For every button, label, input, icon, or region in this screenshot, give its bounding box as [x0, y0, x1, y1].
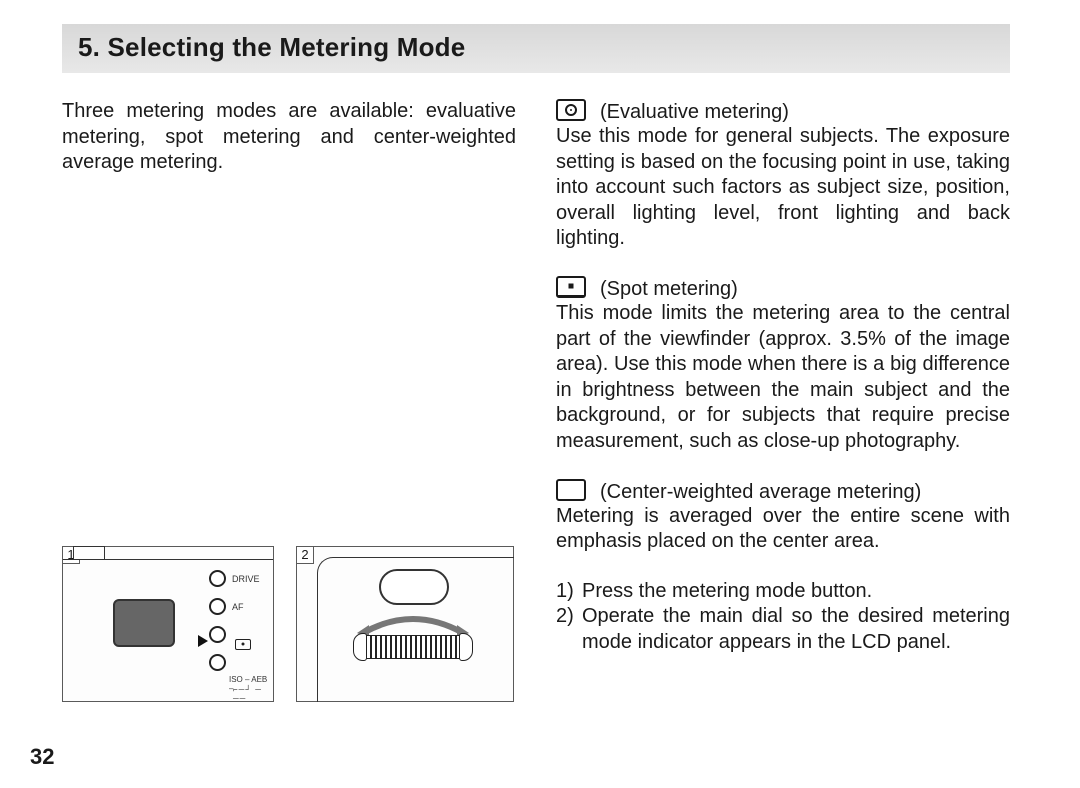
- button-iso-row: [209, 649, 269, 677]
- steps-list: 1) Press the metering mode button. 2) Op…: [556, 579, 1010, 656]
- center-weighted-metering-icon: [556, 479, 586, 501]
- right-column: (Evaluative metering) Use this mode for …: [556, 99, 1010, 702]
- page-number: 32: [30, 744, 54, 770]
- metering-mini-icon: [235, 639, 251, 650]
- mode-center-desc: Metering is averaged over the entire sce…: [556, 504, 1010, 555]
- mode-spot-label: (Spot metering): [600, 278, 738, 300]
- evaluative-metering-icon: [556, 99, 586, 121]
- step-2-text: Operate the main dial so the desired met…: [582, 604, 1010, 655]
- section-title: 5. Selecting the Metering Mode: [78, 32, 994, 63]
- button-circle-icon: [209, 626, 226, 643]
- button-column: DRIVE AF: [209, 565, 269, 677]
- dial-cap-left: [353, 633, 367, 661]
- diagram-2: 2: [296, 546, 514, 702]
- mode-center: (Center-weighted average metering) Meter…: [556, 479, 1010, 555]
- button-circle-icon: [209, 654, 226, 671]
- mode-evaluative-desc: Use this mode for general subjects. The …: [556, 124, 1010, 252]
- button-label-drive: DRIVE: [232, 574, 260, 584]
- diagram-2-badge: 2: [296, 546, 314, 564]
- step-2-number: 2): [556, 604, 582, 655]
- button-circle-icon: [209, 598, 226, 615]
- intro-paragraph: Three metering modes are available: eval…: [62, 99, 516, 176]
- mode-spot-desc: This mode limits the metering area to th…: [556, 301, 1010, 455]
- left-column: Three metering modes are available: eval…: [62, 99, 516, 702]
- button-circle-icon: [209, 570, 226, 587]
- main-dial-shape: [359, 629, 467, 665]
- mode-evaluative: (Evaluative metering) Use this mode for …: [556, 99, 1010, 252]
- hotshoe-shape: [73, 546, 105, 560]
- lcd-panel-shape: [113, 599, 175, 647]
- button-label-af: AF: [232, 602, 244, 612]
- content-columns: Three metering modes are available: eval…: [62, 99, 1010, 702]
- dial-cap-right: [459, 633, 473, 661]
- diagram-1: 1 DRIVE AF: [62, 546, 274, 702]
- pointer-arrow-icon: [198, 635, 208, 647]
- mode-center-label: (Center-weighted average metering): [600, 481, 921, 503]
- spot-metering-icon: [556, 276, 586, 298]
- button-drive-row: DRIVE: [209, 565, 269, 593]
- dial-knurl: [359, 635, 467, 659]
- mode-evaluative-label: (Evaluative metering): [600, 101, 789, 123]
- diagram-row: 1 DRIVE AF: [62, 546, 516, 702]
- mode-spot: (Spot metering) This mode limits the met…: [556, 276, 1010, 455]
- step-2: 2) Operate the main dial so the desired …: [556, 604, 1010, 655]
- iso-sub-label: ⌐─┘ ─ ──: [233, 685, 273, 703]
- button-af-row: AF: [209, 593, 269, 621]
- step-1: 1) Press the metering mode button.: [556, 579, 1010, 605]
- step-1-text: Press the metering mode button.: [582, 579, 1010, 605]
- step-1-number: 1): [556, 579, 582, 605]
- manual-page: 5. Selecting the Metering Mode Three met…: [0, 0, 1080, 722]
- viewfinder-window-shape: [379, 569, 449, 605]
- section-title-bar: 5. Selecting the Metering Mode: [62, 24, 1010, 73]
